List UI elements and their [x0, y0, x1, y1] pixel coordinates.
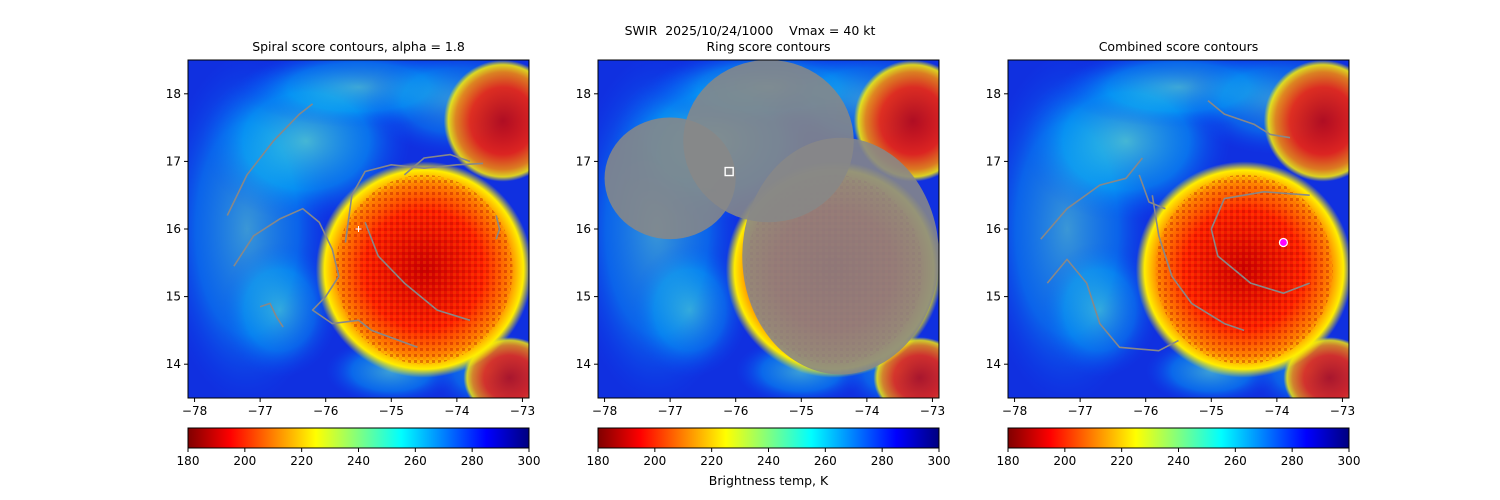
y-tick-label: 18 [166, 87, 181, 101]
y-tick-label: 15 [166, 290, 181, 304]
panel-1: Spiral score contours, alpha = 1.8 −78 −77… [166, 39, 541, 468]
x-tick-label: −77 [657, 404, 682, 418]
x-tick-label: −77 [247, 404, 272, 418]
x-tick-label: −75 [789, 404, 814, 418]
colorbar-tick-label: 240 [347, 454, 370, 468]
x-tick-label: −76 [313, 404, 338, 418]
y-tick-label: 16 [576, 222, 591, 236]
colorbar-tick-label: 260 [1224, 454, 1247, 468]
score-contour [1207, 99, 1291, 139]
colorbar-tick-label: 280 [461, 454, 484, 468]
y-tick-label: 17 [576, 154, 591, 168]
y-tick-label: 14 [166, 357, 181, 371]
colorbar-tick-label: 180 [997, 454, 1020, 468]
x-tick-label: −73 [920, 404, 945, 418]
score-contour [1210, 191, 1310, 230]
x-tick-label: −78 [182, 404, 207, 418]
colorbar-tick-label: 220 [700, 454, 723, 468]
colorbar-tick-label: 260 [404, 454, 427, 468]
x-tick-label: −74 [1264, 404, 1289, 418]
score-contour [1046, 258, 1179, 352]
y-tick-label: 15 [986, 290, 1001, 304]
x-tick-label: −76 [1133, 404, 1158, 418]
figure-suptitle: SWIR 2025/10/24/1000 Vmax = 40 kt [624, 23, 876, 38]
colorbar-tick-label: 220 [290, 454, 313, 468]
x-tick-label: −74 [854, 404, 879, 418]
score-contour [495, 215, 501, 240]
y-tick-label: 16 [166, 222, 181, 236]
colorbar-tick-label: 180 [177, 454, 200, 468]
y-tick-label: 14 [986, 357, 1001, 371]
colorbar-tick-label: 300 [518, 454, 541, 468]
ring-score-region [742, 137, 939, 375]
colorbar-tick-label: 280 [1281, 454, 1304, 468]
x-tick-label: −73 [1330, 404, 1355, 418]
score-contour [259, 302, 284, 328]
combined-center-marker [1278, 237, 1289, 248]
score-contour [226, 103, 314, 216]
x-tick-label: −78 [1002, 404, 1027, 418]
spiral-center-marker [355, 226, 362, 232]
colorbar-tick-label: 220 [1110, 454, 1133, 468]
score-contour [344, 162, 484, 243]
cloud-band [220, 242, 339, 378]
colorbar-tick-label: 200 [1053, 454, 1076, 468]
score-contour [1040, 157, 1144, 240]
satellite-image [598, 60, 939, 398]
storm-core-texture [335, 174, 513, 365]
panel-title: Spiral score contours, alpha = 1.8 [252, 39, 465, 54]
colorbar [187, 427, 530, 449]
x-tick-label: −77 [1067, 404, 1092, 418]
x-tick-label: −73 [510, 404, 535, 418]
score-contour [364, 221, 471, 322]
ring-center-marker [724, 166, 734, 177]
colorbar-tick-label: 300 [928, 454, 951, 468]
colorbar-tick-label: 200 [233, 454, 256, 468]
satellite-image [188, 60, 529, 398]
cloud-top-ne [443, 60, 529, 182]
panel-title: Ring score contours [706, 39, 830, 54]
score-contour [403, 153, 471, 176]
y-tick-label: 14 [576, 357, 591, 371]
y-tick-label: 18 [986, 87, 1001, 101]
y-tick-label: 15 [576, 290, 591, 304]
cloud-band [1040, 242, 1159, 378]
panel-2: Ring score contours −78 −77 −76 −75 −74 −73 14 1… [576, 39, 951, 488]
panel-title: Combined score contours [1099, 39, 1259, 54]
colorbar-tick-label: 180 [587, 454, 610, 468]
x-tick-label: −75 [379, 404, 404, 418]
x-tick-label: −75 [1199, 404, 1224, 418]
y-tick-label: 18 [576, 87, 591, 101]
score-contour [1210, 228, 1310, 294]
x-tick-label: −74 [444, 404, 469, 418]
satellite-image [1008, 60, 1349, 398]
colorbar-tick-label: 240 [1167, 454, 1190, 468]
x-tick-label: −78 [592, 404, 617, 418]
colorbar [597, 427, 940, 449]
colorbar-tick-label: 240 [757, 454, 780, 468]
score-contour [233, 207, 418, 349]
panel-3: Combined score contours −78 −77 −76 −75 −74 −7… [986, 39, 1361, 468]
colorbar [1007, 427, 1350, 449]
y-tick-label: 17 [986, 154, 1001, 168]
colorbar-tick-label: 280 [871, 454, 894, 468]
colorbar-tick-label: 200 [643, 454, 666, 468]
colorbar-tick-label: 260 [814, 454, 837, 468]
colorbar-label: Brightness temp, K [709, 473, 829, 488]
y-tick-label: 17 [166, 154, 181, 168]
score-contour [1138, 174, 1166, 210]
score-contour [1151, 195, 1245, 332]
y-tick-label: 16 [986, 222, 1001, 236]
colorbar-tick-label: 300 [1338, 454, 1361, 468]
cloud-band [630, 242, 749, 378]
x-tick-label: −76 [723, 404, 748, 418]
cloud-top-ne [1263, 60, 1349, 182]
storm-core-texture [1155, 174, 1333, 365]
